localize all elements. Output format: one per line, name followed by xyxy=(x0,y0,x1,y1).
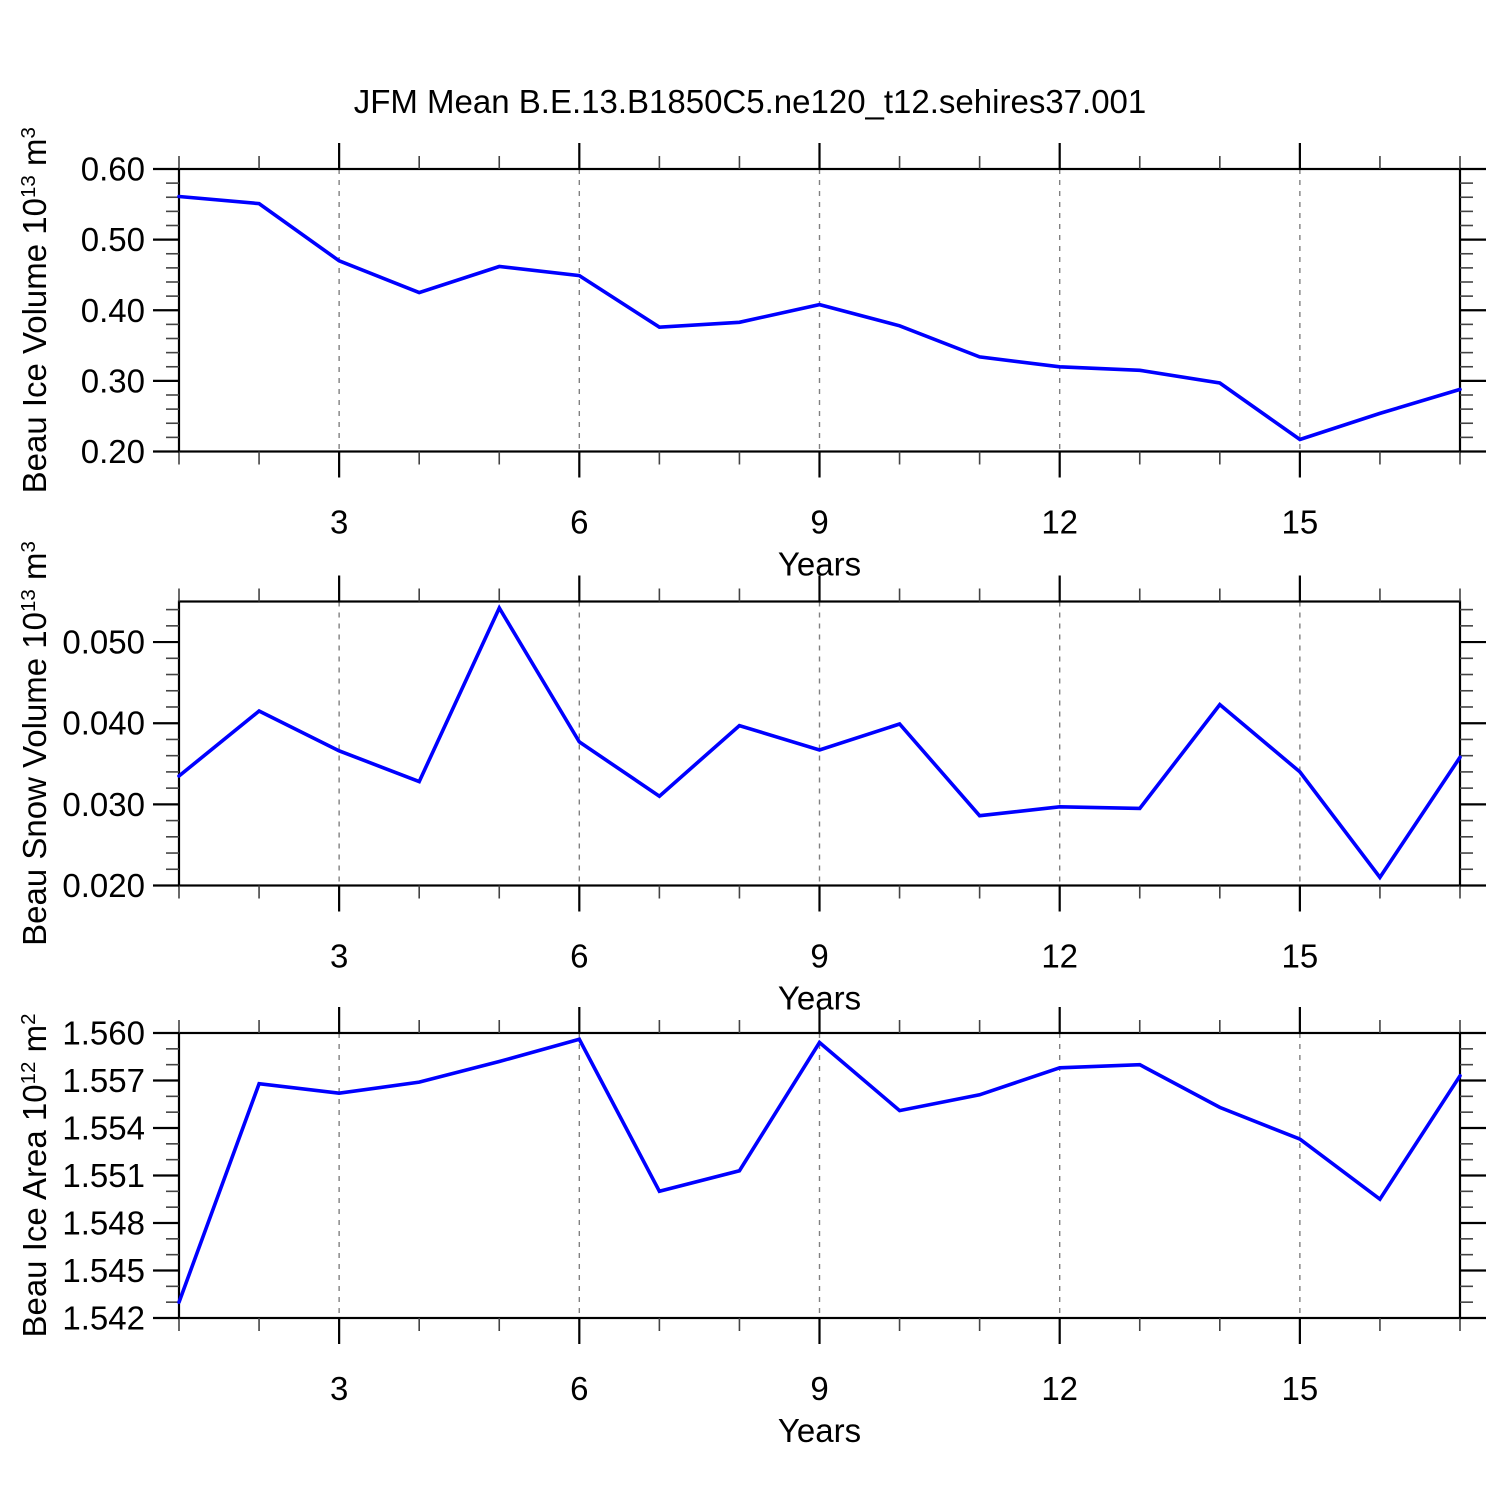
y-tick-label: 1.554 xyxy=(62,1110,145,1147)
y-axis-label: Beau Ice Area 1012 m2 xyxy=(16,1013,53,1337)
x-tick-label: 9 xyxy=(810,1370,828,1407)
panel-3: 3 6 9 12 15 1.560 1.557 1.554 1.551 1.548 1.545 1.5… xyxy=(16,1007,1486,1449)
x-tick-label: 3 xyxy=(330,1370,348,1407)
x-ticks xyxy=(178,143,1461,478)
y-axis-label: Beau Ice Volume 1013 m3 xyxy=(16,127,53,493)
y-ticks xyxy=(153,1031,1486,1320)
y-tick-label: 0.60 xyxy=(81,151,145,188)
gridlines xyxy=(338,601,1301,886)
y-tick-label: 0.50 xyxy=(81,221,145,258)
y-tick-label: 0.050 xyxy=(62,624,145,661)
chart-title: JFM Mean B.E.13.B1850C5.ne120_t12.sehire… xyxy=(353,83,1147,120)
gridlines xyxy=(338,169,1301,452)
y-tick-label: 0.40 xyxy=(81,292,145,329)
y-tick-label: 1.548 xyxy=(62,1205,145,1242)
data-line-beau-snow-volume xyxy=(177,604,1462,881)
y-axis-label: Beau Snow Volume 1013 m3 xyxy=(16,541,53,946)
y-tick-label: 0.30 xyxy=(81,362,145,399)
x-tick-label: 12 xyxy=(1041,938,1078,975)
x-tick-label: 3 xyxy=(330,938,348,975)
x-tick-label: 6 xyxy=(570,1370,588,1407)
gridlines xyxy=(338,1033,1301,1318)
x-tick-label: 3 xyxy=(330,504,348,541)
x-tick-label: 12 xyxy=(1041,1370,1078,1407)
y-tick-label: 0.020 xyxy=(62,867,145,904)
y-tick-label: 1.560 xyxy=(62,1015,145,1052)
y-ticks xyxy=(153,167,1486,453)
x-ticks xyxy=(178,575,1461,912)
y-tick-label: 1.557 xyxy=(62,1062,145,1099)
data-line-beau-ice-volume xyxy=(177,194,1462,442)
x-axis-label: Years xyxy=(778,1412,861,1449)
plot-frame xyxy=(177,167,1462,453)
x-tick-label: 6 xyxy=(570,504,588,541)
x-tick-label: 6 xyxy=(570,938,588,975)
x-tick-label: 9 xyxy=(810,938,828,975)
y-tick-label: 0.030 xyxy=(62,786,145,823)
y-ticks xyxy=(153,608,1486,887)
y-tick-label: 0.20 xyxy=(81,433,145,470)
x-ticks xyxy=(178,1007,1461,1344)
x-tick-label: 15 xyxy=(1282,938,1319,975)
x-tick-label: 9 xyxy=(810,504,828,541)
x-tick-label: 12 xyxy=(1041,504,1078,541)
data-line-beau-ice-area xyxy=(177,1037,1462,1304)
y-tick-label: 0.040 xyxy=(62,705,145,742)
y-tick-label: 1.542 xyxy=(62,1300,145,1337)
y-tick-label: 1.551 xyxy=(62,1157,145,1194)
y-tick-label: 1.545 xyxy=(62,1252,145,1289)
x-tick-label: 15 xyxy=(1282,504,1319,541)
x-tick-label: 15 xyxy=(1282,1370,1319,1407)
